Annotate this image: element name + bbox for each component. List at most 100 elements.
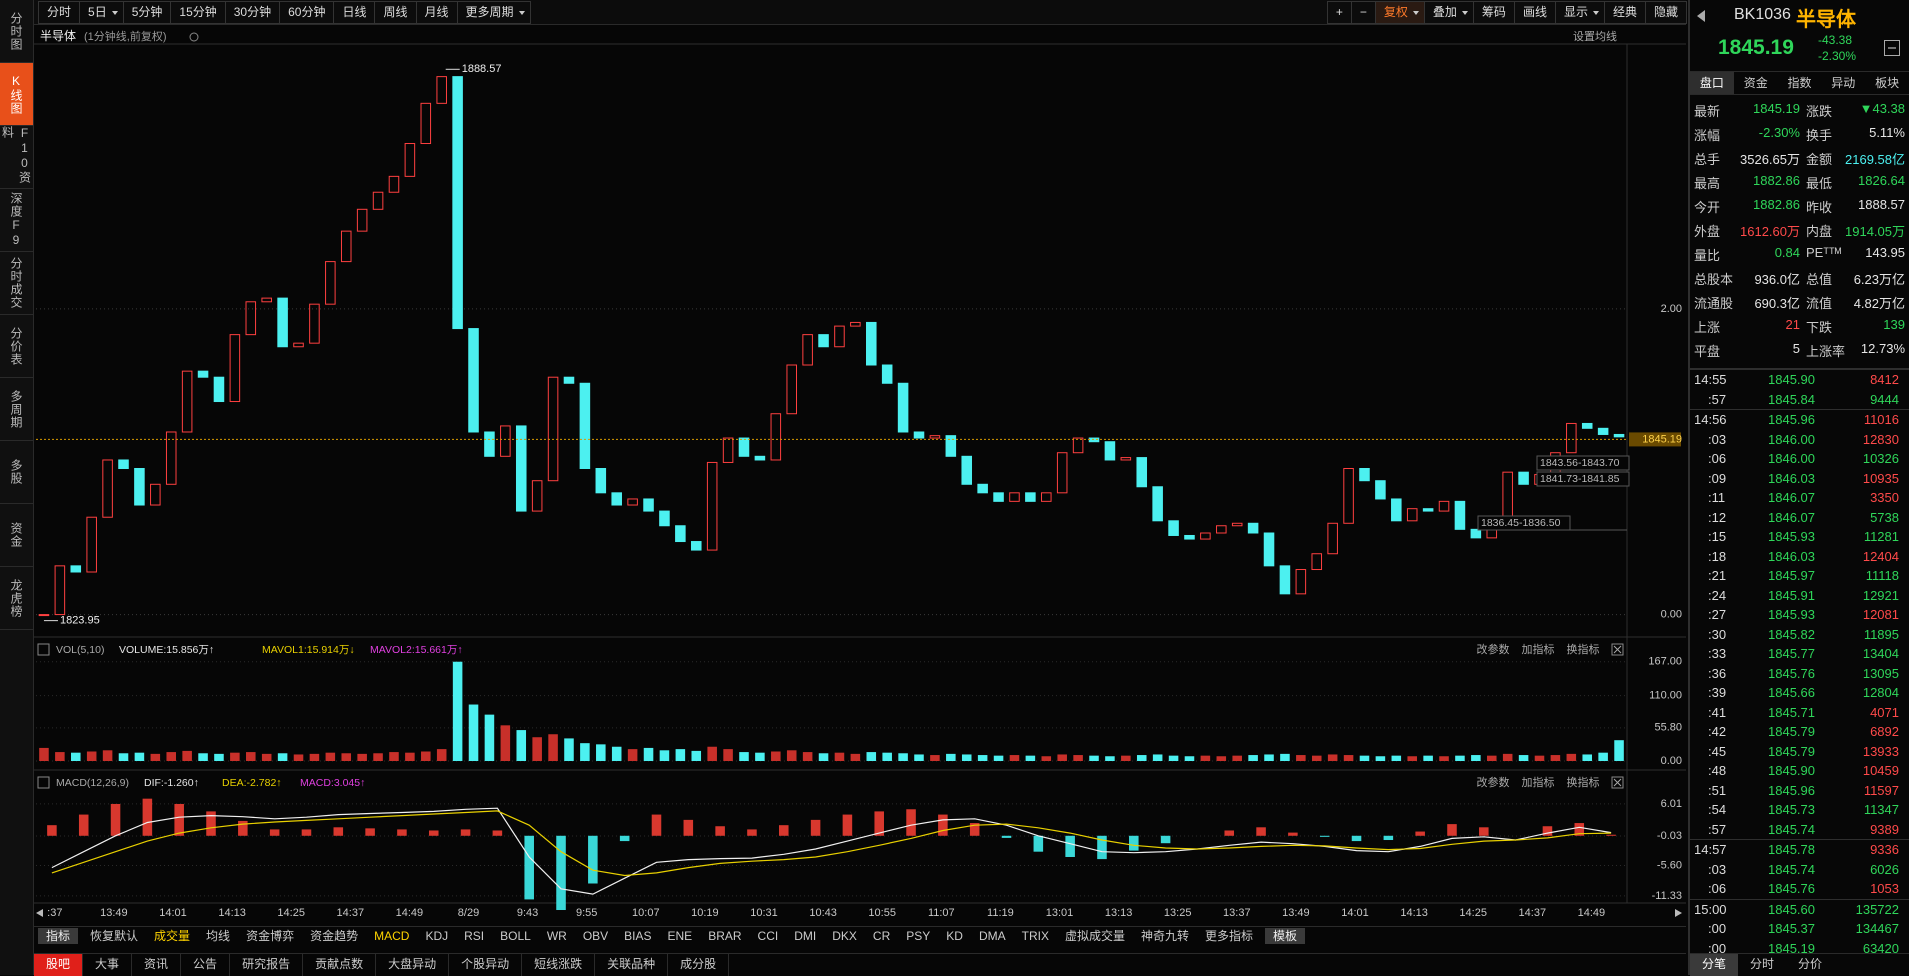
bottom-tab[interactable]: 研究报告 bbox=[230, 954, 304, 976]
macd-bar bbox=[747, 829, 757, 836]
indicator-tab[interactable]: CCI bbox=[757, 929, 779, 943]
panel-button[interactable]: 换指标 bbox=[1567, 775, 1600, 789]
bottom-tab[interactable]: 资讯 bbox=[132, 954, 182, 976]
tool-button[interactable]: + bbox=[1326, 1, 1352, 24]
side-tab[interactable]: 多周期 bbox=[0, 378, 33, 441]
indicator-tab[interactable]: 更多指标 bbox=[1204, 929, 1253, 943]
period-button[interactable]: 30分钟 bbox=[224, 1, 281, 24]
tool-button[interactable]: 复权 bbox=[1374, 1, 1425, 24]
tool-button[interactable]: 筹码 bbox=[1472, 1, 1515, 24]
high-label: 1888.57 bbox=[462, 63, 502, 75]
indicator-tab[interactable]: DMA bbox=[978, 929, 1006, 943]
prev-icon[interactable] bbox=[1696, 10, 1706, 22]
bottom-tab[interactable]: 关联品种 bbox=[595, 954, 669, 976]
panel-button[interactable]: 换指标 bbox=[1567, 642, 1600, 656]
volume-bar bbox=[405, 752, 415, 761]
indicator-tab[interactable]: 虚拟成交量 bbox=[1064, 929, 1125, 943]
side-tab[interactable]: F10资料 bbox=[0, 126, 33, 189]
period-button[interactable]: 15分钟 bbox=[170, 1, 226, 24]
period-button[interactable]: 5日 bbox=[79, 1, 124, 24]
period-button[interactable]: 月线 bbox=[415, 1, 458, 24]
tool-button[interactable]: − bbox=[1350, 1, 1376, 24]
indicator-tab[interactable]: 成交量 bbox=[154, 929, 191, 943]
side-tab[interactable]: 深度F9 bbox=[0, 189, 33, 252]
tool-button[interactable]: 经典 bbox=[1603, 1, 1646, 24]
tool-button[interactable]: 显示 bbox=[1554, 1, 1605, 24]
period-button[interactable]: 5分钟 bbox=[122, 1, 172, 24]
side-tab[interactable]: 资金 bbox=[0, 504, 33, 567]
trade-row: :51 1845.96 11597 bbox=[1690, 781, 1909, 801]
candle-body bbox=[547, 376, 559, 482]
period-button[interactable]: 周线 bbox=[374, 1, 417, 24]
quote-tab[interactable]: 盘口 bbox=[1690, 72, 1734, 94]
side-tab[interactable]: 分时图 bbox=[0, 0, 33, 63]
period-button[interactable]: 日线 bbox=[333, 1, 376, 24]
indicator-tab[interactable]: 恢复默认 bbox=[90, 929, 139, 943]
candle-body bbox=[277, 297, 288, 348]
indicator-tab[interactable]: KD bbox=[946, 929, 963, 943]
collapse-icon[interactable] bbox=[1884, 40, 1900, 56]
panel-button[interactable]: 改参数 bbox=[1477, 642, 1510, 656]
indicator-tab[interactable]: PSY bbox=[906, 929, 931, 943]
indicator-tab[interactable]: CR bbox=[872, 929, 891, 943]
side-tab[interactable]: 多股 bbox=[0, 441, 33, 504]
bottom-tab[interactable]: 成分股 bbox=[668, 954, 730, 976]
side-tab[interactable]: 龙虎榜 bbox=[0, 567, 33, 630]
trade-tab[interactable]: 分笔 bbox=[1690, 954, 1739, 976]
panel-button[interactable]: 改参数 bbox=[1477, 775, 1510, 789]
bottom-tab[interactable]: 贡献点数 bbox=[303, 954, 377, 976]
close-x bbox=[1613, 778, 1622, 787]
side-tab[interactable]: K线图 bbox=[0, 63, 33, 126]
tool-button[interactable]: 叠加 bbox=[1423, 1, 1474, 24]
candle-body bbox=[468, 328, 479, 433]
period-button[interactable]: 更多周期 bbox=[456, 1, 531, 24]
bottom-tab[interactable]: 大事 bbox=[83, 954, 133, 976]
indicator-tab[interactable]: BIAS bbox=[624, 929, 652, 943]
indicator-tab[interactable]: BOLL bbox=[500, 929, 531, 943]
indicator-tab[interactable]: DMI bbox=[794, 929, 817, 943]
period-button[interactable]: 60分钟 bbox=[279, 1, 335, 24]
trade-price: 1845.91 bbox=[1768, 587, 1815, 603]
trade-price: 1846.03 bbox=[1768, 548, 1815, 564]
tool-button[interactable]: 隐藏 bbox=[1644, 1, 1687, 24]
indicator-tab[interactable]: 均线 bbox=[206, 929, 231, 943]
indicator-tab[interactable]: BRAR bbox=[708, 929, 742, 943]
panel-button[interactable]: 加指标 bbox=[1522, 642, 1555, 656]
indicator-tab[interactable]: WR bbox=[546, 929, 567, 943]
indicator-tab[interactable]: 资金趋势 bbox=[310, 929, 359, 943]
bottom-tab[interactable]: 股吧 bbox=[34, 954, 84, 976]
side-tab[interactable]: 分价表 bbox=[0, 315, 33, 378]
trade-tab[interactable]: 分价 bbox=[1798, 957, 1823, 971]
quote-value: 0.84 bbox=[1774, 245, 1800, 260]
period-button[interactable]: 分时 bbox=[38, 1, 81, 24]
candle-body bbox=[340, 230, 352, 263]
quote-tab[interactable]: 指数 bbox=[1787, 76, 1812, 90]
bottom-tab[interactable]: 公告 bbox=[181, 954, 231, 976]
indicator-tab[interactable]: 模板 bbox=[1265, 928, 1306, 944]
indicator-tab[interactable]: KDJ bbox=[425, 929, 449, 943]
indicator-tab[interactable]: 资金博弈 bbox=[246, 929, 295, 943]
indicator-tab[interactable]: 神奇九转 bbox=[1140, 929, 1189, 943]
quote-tab[interactable]: 资金 bbox=[1743, 76, 1768, 90]
bottom-tab[interactable]: 个股异动 bbox=[449, 954, 523, 976]
indicator-tab[interactable]: OBV bbox=[582, 929, 609, 943]
macd-bar bbox=[874, 811, 885, 836]
indicator-tab[interactable]: 指标 bbox=[38, 928, 79, 944]
indicator-tab[interactable]: MACD bbox=[374, 929, 410, 943]
trade-price: 1845.82 bbox=[1768, 626, 1815, 642]
quote-row: 最新 1845.19 涨跌 ▼43.38 bbox=[1690, 97, 1909, 121]
bottom-tab[interactable]: 大盘异动 bbox=[376, 954, 450, 976]
indicator-tab[interactable]: ENE bbox=[667, 929, 693, 943]
indicator-tab[interactable]: TRIX bbox=[1021, 929, 1049, 943]
panel-button[interactable]: 加指标 bbox=[1522, 775, 1555, 789]
trade-volume: 11118 bbox=[1865, 568, 1899, 583]
tool-button[interactable]: 画线 bbox=[1513, 1, 1556, 24]
quote-tab[interactable]: 异动 bbox=[1831, 76, 1856, 90]
quote-tab[interactable]: 板块 bbox=[1875, 76, 1900, 90]
volume-bar bbox=[961, 754, 972, 761]
bottom-tab[interactable]: 短线涨跌 bbox=[522, 954, 596, 976]
indicator-tab[interactable]: DKX bbox=[832, 929, 857, 943]
trade-tab[interactable]: 分时 bbox=[1750, 957, 1775, 971]
side-tab[interactable]: 分时成交 bbox=[0, 252, 33, 315]
indicator-tab[interactable]: RSI bbox=[464, 929, 485, 943]
